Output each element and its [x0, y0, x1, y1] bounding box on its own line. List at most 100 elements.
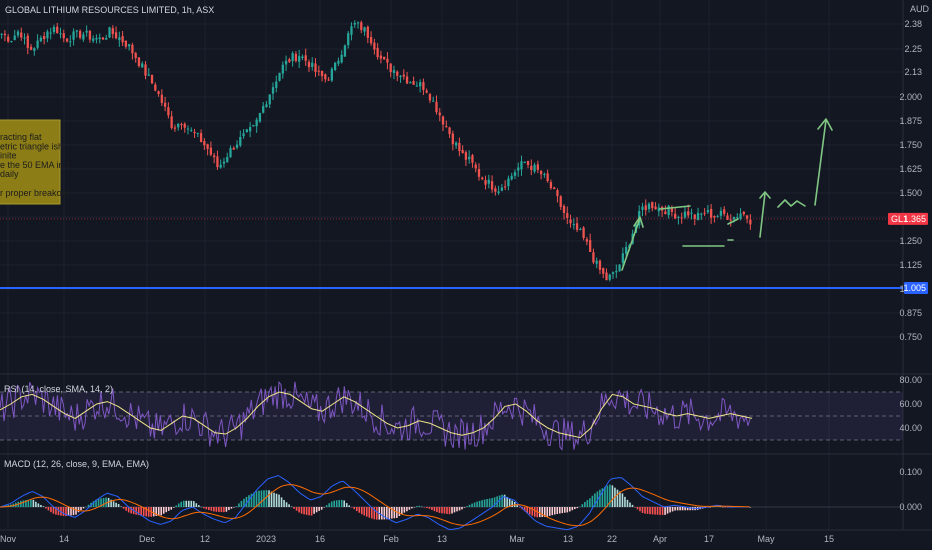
candle-body[interactable] — [33, 48, 36, 51]
candle-body[interactable] — [226, 157, 229, 163]
candle-body[interactable] — [369, 37, 373, 44]
candle-body[interactable] — [651, 201, 654, 209]
candle-body[interactable] — [539, 170, 543, 175]
candle-body[interactable] — [356, 22, 360, 24]
wave[interactable] — [777, 199, 806, 208]
candle-body[interactable] — [196, 132, 199, 134]
candle-body[interactable] — [608, 274, 611, 280]
rsi-line[interactable] — [0, 380, 751, 451]
candle-body[interactable] — [307, 61, 311, 68]
candle-body[interactable] — [317, 70, 320, 72]
candle-body[interactable] — [271, 87, 275, 94]
candle-body[interactable] — [677, 216, 680, 218]
candle-body[interactable] — [526, 160, 530, 166]
candle-body[interactable] — [683, 211, 687, 218]
arrowhead-2[interactable] — [759, 191, 771, 199]
candle-body[interactable] — [680, 217, 683, 219]
candle-body[interactable] — [360, 22, 363, 30]
candle-body[interactable] — [693, 214, 696, 219]
candle-body[interactable] — [736, 217, 739, 219]
candle-body[interactable] — [396, 71, 399, 76]
candle-body[interactable] — [26, 35, 29, 48]
candle-body[interactable] — [572, 224, 575, 226]
candle-body[interactable] — [294, 53, 298, 61]
candle-body[interactable] — [137, 57, 141, 67]
candle-body[interactable] — [105, 37, 108, 40]
candle-body[interactable] — [111, 28, 114, 35]
candle-body[interactable] — [605, 272, 608, 281]
candle-body[interactable] — [65, 38, 69, 42]
candle-body[interactable] — [268, 94, 271, 105]
candle-body[interactable] — [343, 45, 347, 57]
candle-body[interactable] — [52, 26, 56, 33]
candle-body[interactable] — [709, 208, 713, 218]
candle-body[interactable] — [719, 210, 723, 216]
candle-body[interactable] — [474, 164, 477, 169]
candle-body[interactable] — [579, 229, 582, 231]
candle-body[interactable] — [128, 44, 131, 47]
candle-body[interactable] — [69, 41, 72, 43]
candle-body[interactable] — [582, 227, 585, 239]
candle-body[interactable] — [75, 30, 78, 32]
candle-body[interactable] — [275, 81, 278, 88]
candle-body[interactable] — [703, 212, 706, 214]
macd-pane[interactable] — [0, 474, 903, 531]
candle-body[interactable] — [618, 264, 621, 272]
candle-body[interactable] — [742, 211, 745, 215]
candle-body[interactable] — [320, 70, 324, 77]
candle-body[interactable] — [265, 104, 268, 108]
candle-body[interactable] — [281, 64, 284, 74]
candle-body[interactable] — [252, 124, 255, 127]
candle-body[interactable] — [716, 216, 719, 218]
rsi-sma-line[interactable] — [0, 391, 753, 439]
candle-body[interactable] — [611, 272, 615, 274]
candle-body[interactable] — [517, 167, 520, 171]
candle-body[interactable] — [291, 53, 294, 62]
candle-body[interactable] — [131, 44, 134, 54]
candle-body[interactable] — [706, 210, 710, 213]
candle-body[interactable] — [592, 252, 595, 263]
candle-body[interactable] — [389, 63, 392, 73]
candle-body[interactable] — [667, 205, 670, 216]
candle-body[interactable] — [533, 164, 536, 172]
candle-body[interactable] — [301, 56, 304, 59]
candle-body[interactable] — [7, 36, 10, 42]
candle-body[interactable] — [589, 240, 592, 252]
candle-body[interactable] — [700, 213, 703, 215]
candle-body[interactable] — [56, 26, 59, 33]
candle-body[interactable] — [487, 179, 490, 184]
candle-body[interactable] — [556, 190, 559, 197]
candle-body[interactable] — [386, 58, 389, 63]
candle-body[interactable] — [477, 168, 481, 177]
candle-body[interactable] — [154, 84, 157, 91]
candle-body[interactable] — [412, 81, 415, 85]
candle-body[interactable] — [585, 239, 589, 242]
candle-body[interactable] — [347, 33, 350, 46]
candle-body[interactable] — [39, 37, 43, 42]
candle-body[interactable] — [432, 100, 435, 102]
candle-body[interactable] — [575, 223, 579, 230]
candle-body[interactable] — [213, 155, 216, 158]
candle-body[interactable] — [448, 127, 451, 135]
candle-body[interactable] — [664, 211, 667, 215]
candle-body[interactable] — [373, 42, 376, 50]
candle-body[interactable] — [510, 175, 513, 180]
candle-body[interactable] — [311, 62, 314, 67]
arrow-up-1[interactable] — [621, 217, 641, 271]
candle-body[interactable] — [36, 40, 39, 48]
candle-body[interactable] — [530, 165, 533, 171]
candle-body[interactable] — [219, 164, 222, 168]
candle-body[interactable] — [304, 55, 307, 61]
candle-body[interactable] — [193, 131, 196, 134]
candle-body[interactable] — [670, 207, 674, 212]
candle-body[interactable] — [549, 182, 553, 189]
candle-body[interactable] — [553, 187, 556, 190]
candle-body[interactable] — [288, 59, 291, 62]
candle-body[interactable] — [258, 112, 262, 122]
candle-body[interactable] — [749, 219, 752, 225]
candle-body[interactable] — [546, 173, 549, 182]
candle-body[interactable] — [441, 116, 445, 125]
candle-body[interactable] — [454, 142, 458, 146]
candle-body[interactable] — [16, 31, 20, 36]
candle-body[interactable] — [598, 260, 602, 270]
